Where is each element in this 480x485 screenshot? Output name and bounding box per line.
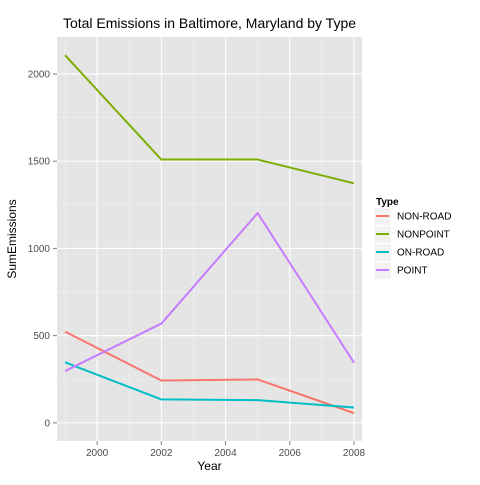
x-tick-label: 2006 [279,448,302,459]
legend-item-point: POINT [373,261,428,280]
y-tick-label: 0 [44,418,50,429]
series-line-point [64,212,355,372]
panel-background [57,37,362,441]
y-tick-label: 1500 [28,157,51,168]
legend-label: NON-ROAD [397,212,451,223]
series-line-nonpoint [64,54,355,185]
series-line-non-road [64,330,355,415]
legend-label: POINT [397,266,428,277]
y-tick-label: 2000 [28,69,51,80]
x-axis: 2000 2002 2004 2006 2008 [86,441,366,459]
y-tick-label: 500 [33,331,50,342]
y-axis-label: SumEmissions [5,199,19,278]
series-line-on-road [64,361,355,409]
legend-label: ON-ROAD [397,248,444,259]
y-tick-label: 1000 [28,244,51,255]
x-axis-label: Year [197,459,221,473]
legend-item-on-road: ON-ROAD [373,243,444,262]
x-tick-label: 2004 [214,448,237,459]
legend-title: Type [376,197,399,208]
plot-panel [57,37,362,441]
legend-label: NONPOINT [397,230,450,241]
series-lines [64,54,355,415]
y-axis: 0 500 1000 1500 2000 [28,69,57,429]
legend-item-nonpoint: NONPOINT [373,225,450,244]
legend-item-non-road: NON-ROAD [373,207,451,226]
x-tick-label: 2008 [343,448,366,459]
x-tick-label: 2000 [86,448,109,459]
x-tick-label: 2002 [150,448,173,459]
legend: Type NON-ROAD NONPOINT ON-ROAD POINT [373,197,451,280]
chart-title: Total Emissions in Baltimore, Maryland b… [63,15,356,31]
